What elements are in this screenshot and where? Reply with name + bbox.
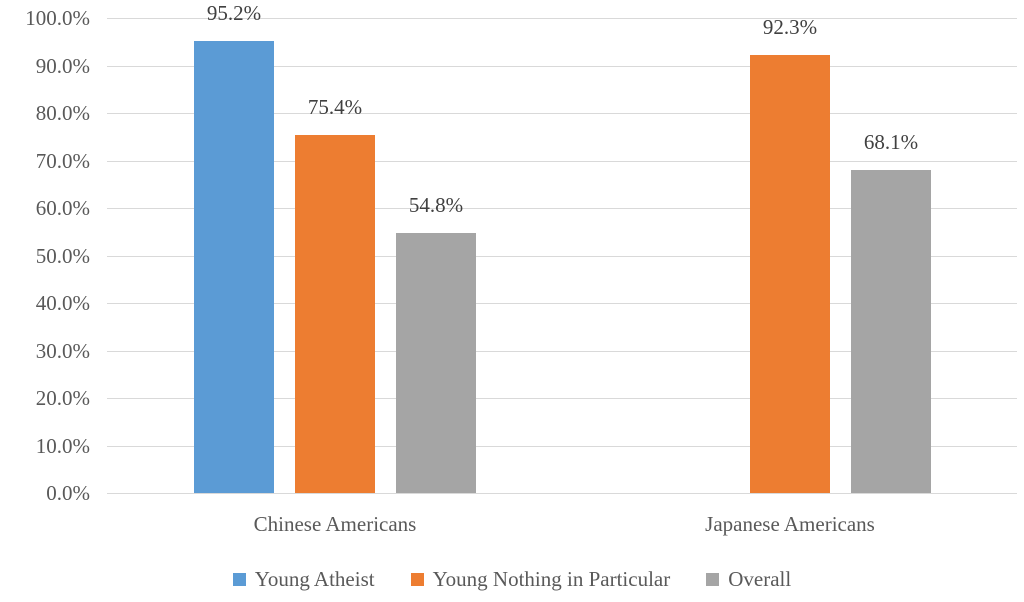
- legend-label: Young Nothing in Particular: [432, 567, 671, 591]
- data-label: 92.3%: [762, 15, 818, 39]
- legend-item: Young Atheist: [232, 566, 375, 592]
- y-axis-tick-label: 70.0%: [35, 149, 90, 173]
- x-axis-category-label: Japanese Americans: [705, 512, 875, 536]
- gridline: [107, 208, 1017, 209]
- y-axis-tick-label: 40.0%: [35, 291, 90, 315]
- gridline: [107, 113, 1017, 114]
- legend-swatch: [232, 572, 246, 586]
- legend-swatch: [706, 572, 720, 586]
- bar-young-nothing-in-particular: [750, 55, 830, 493]
- gridline: [107, 303, 1017, 304]
- y-axis-tick-label: 20.0%: [35, 386, 90, 410]
- bar-young-atheist: [194, 41, 274, 493]
- y-axis-tick-label: 100.0%: [25, 6, 90, 30]
- gridline: [107, 256, 1017, 257]
- bar-overall: [396, 233, 476, 493]
- y-axis-tick-label: 50.0%: [35, 244, 90, 268]
- x-axis-line: [107, 493, 1017, 494]
- legend: Young Atheist Young Nothing in Particular…: [0, 566, 1024, 592]
- legend-label: Young Atheist: [254, 567, 375, 591]
- y-axis-tick-label: 10.0%: [35, 434, 90, 458]
- data-label: 95.2%: [206, 1, 262, 25]
- bar-young-nothing-in-particular: [295, 135, 375, 493]
- gridline: [107, 446, 1017, 447]
- y-axis-tick-label: 30.0%: [35, 339, 90, 363]
- legend-swatch: [410, 572, 424, 586]
- data-label: 54.8%: [408, 193, 464, 217]
- gridline: [107, 351, 1017, 352]
- data-label: 75.4%: [307, 95, 363, 119]
- y-axis-tick-label: 60.0%: [35, 196, 90, 220]
- gridline: [107, 66, 1017, 67]
- y-axis-tick-label: 80.0%: [35, 101, 90, 125]
- legend-item: Overall: [706, 566, 791, 592]
- legend-label: Overall: [728, 567, 792, 591]
- x-axis-category-label: Chinese Americans: [253, 512, 417, 536]
- data-label: 68.1%: [863, 130, 919, 154]
- gridline: [107, 398, 1017, 399]
- y-axis-tick-label: 90.0%: [35, 54, 90, 78]
- legend-item: Young Nothing in Particular: [410, 566, 671, 592]
- y-axis-tick-label: 0.0%: [46, 481, 90, 505]
- gridline: [107, 161, 1017, 162]
- gridline: [107, 18, 1017, 19]
- bar-overall: [851, 170, 931, 493]
